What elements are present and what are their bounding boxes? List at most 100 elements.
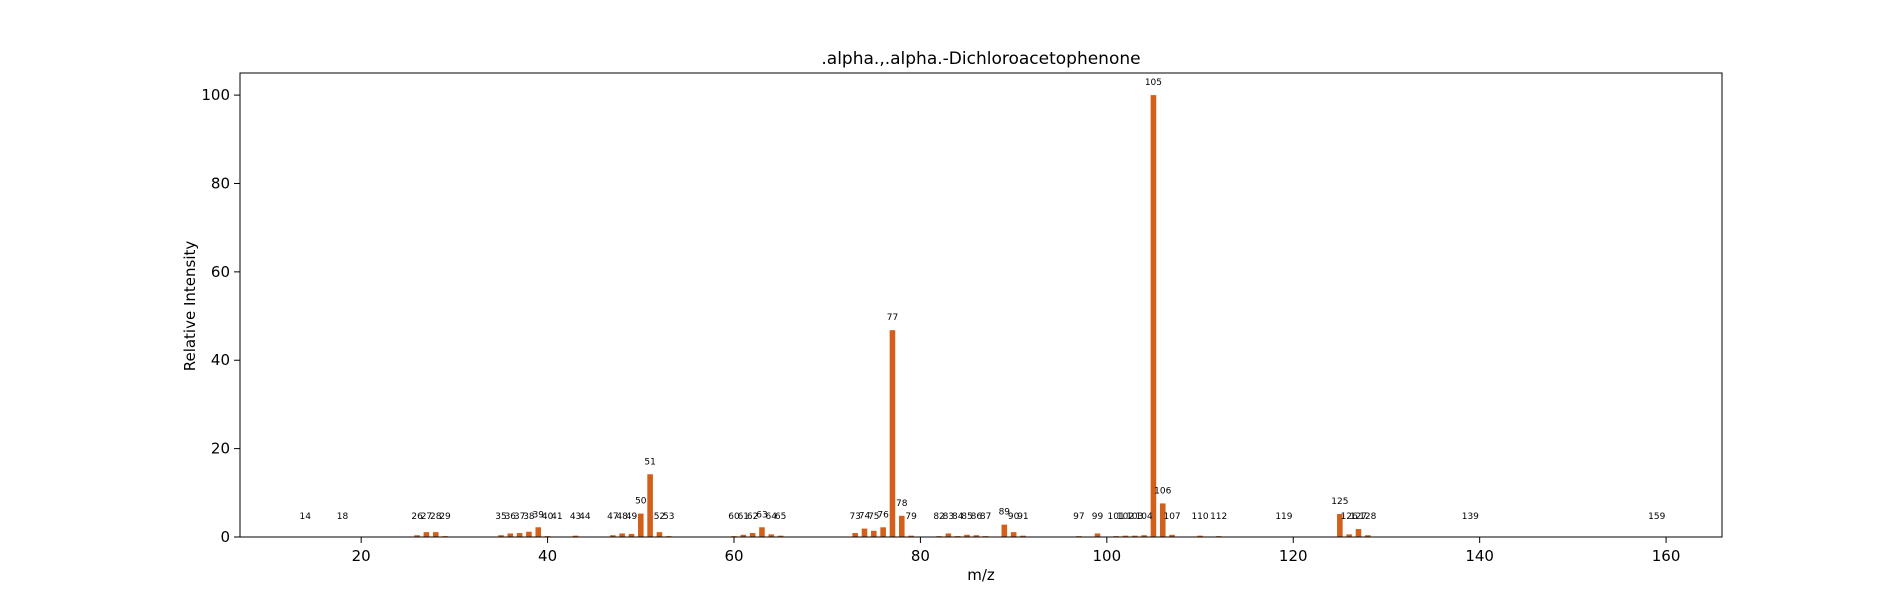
peak-label: 29 <box>439 512 451 522</box>
x-tick-label: 40 <box>538 547 557 565</box>
peak-bar <box>1159 503 1166 537</box>
peak-bar <box>889 330 896 537</box>
peak-label: 79 <box>905 512 917 522</box>
peak-label: 82 <box>933 512 944 522</box>
peak-label: 18 <box>337 512 349 522</box>
peak-bar <box>507 533 514 537</box>
peak-label: 125 <box>1331 497 1348 507</box>
peak-bar <box>1094 533 1101 537</box>
peak-bar <box>898 515 905 537</box>
peak-bar <box>432 532 439 537</box>
peak-label: 38 <box>523 512 535 522</box>
peak-bar <box>1122 535 1129 537</box>
peak-bar <box>861 528 868 537</box>
peak-label: 75 <box>868 512 879 522</box>
x-tick-label: 80 <box>911 547 930 565</box>
peak-label: 49 <box>626 512 638 522</box>
peak-label: 36 <box>505 512 517 522</box>
chart-title: .alpha.,.alpha.-Dichloroacetophenone <box>821 49 1140 69</box>
peak-label: 105 <box>1145 78 1162 88</box>
peak-label: 110 <box>1191 512 1208 522</box>
peak-label: 14 <box>300 512 312 522</box>
peak-label: 78 <box>896 499 908 509</box>
peak-label: 119 <box>1275 512 1292 522</box>
peak-label: 35 <box>495 512 506 522</box>
peak-label: 44 <box>579 512 591 522</box>
peak-label: 107 <box>1163 512 1180 522</box>
peak-bar <box>628 533 635 537</box>
peak-label: 61 <box>738 512 749 522</box>
peak-bar <box>498 535 504 537</box>
peak-bar <box>1365 535 1371 537</box>
peak-bar <box>535 527 542 537</box>
peak-bar <box>1141 535 1147 537</box>
peak-bar <box>908 535 914 537</box>
y-axis: 0 20 40 60 80 100 <box>201 86 240 546</box>
peak-label: 101 <box>1108 512 1125 522</box>
peak-label: 77 <box>887 313 898 323</box>
peak-label: 63 <box>756 510 767 520</box>
x-tick-label: 60 <box>724 547 743 565</box>
peak-label: 85 <box>961 512 972 522</box>
peak-label: 43 <box>570 512 581 522</box>
y-tick-label: 20 <box>211 440 230 458</box>
peak-label: 52 <box>654 512 665 522</box>
peak-label: 84 <box>952 512 964 522</box>
peak-label: 64 <box>766 512 778 522</box>
x-axis-title: m/z <box>967 566 995 584</box>
peak-bar <box>1010 532 1017 537</box>
peak-bar <box>610 535 616 537</box>
peak-bar <box>1020 535 1026 537</box>
peak-label: 51 <box>644 457 655 467</box>
peak-label: 104 <box>1136 512 1153 522</box>
peak-bar <box>619 533 625 537</box>
peak-label: 48 <box>616 512 628 522</box>
peak-label: 112 <box>1210 512 1227 522</box>
y-tick-label: 40 <box>211 351 230 369</box>
peak-bar <box>749 533 756 537</box>
peak-label: 102 <box>1117 512 1134 522</box>
x-tick-label: 100 <box>1093 547 1122 565</box>
peak-bar <box>526 531 532 537</box>
peak-label: 97 <box>1073 512 1084 522</box>
peak-label: 41 <box>551 512 562 522</box>
peak-label: 65 <box>775 512 786 522</box>
x-tick-label: 20 <box>352 547 371 565</box>
peak-label: 40 <box>542 512 554 522</box>
peak-label: 128 <box>1359 512 1376 522</box>
y-tick-label: 80 <box>211 174 230 192</box>
peak-label: 27 <box>421 512 432 522</box>
peak-label: 90 <box>1008 512 1020 522</box>
peak-bar <box>638 513 644 537</box>
peak-bar <box>1197 535 1203 537</box>
peak-bar <box>871 530 877 537</box>
peak-bar <box>964 534 970 537</box>
x-tick-label: 120 <box>1279 547 1308 565</box>
peak-label: 159 <box>1648 512 1665 522</box>
peak-bar <box>516 533 523 537</box>
peak-label: 139 <box>1462 512 1479 522</box>
y-tick-label: 100 <box>201 86 230 104</box>
peak-bar <box>945 533 952 537</box>
peak-label: 74 <box>859 512 871 522</box>
peak-label: 28 <box>430 512 442 522</box>
peak-bar <box>973 535 980 537</box>
peak-label: 37 <box>514 512 525 522</box>
peak-label: 50 <box>635 497 647 507</box>
peak-bar <box>414 535 420 537</box>
peak-label: 99 <box>1092 512 1104 522</box>
peak-label: 103 <box>1126 512 1143 522</box>
peak-bar <box>880 527 886 537</box>
peak-bar <box>1132 535 1138 537</box>
peak-label: 89 <box>999 508 1011 518</box>
bars-layer <box>302 95 1660 537</box>
peak-bar <box>1337 514 1343 537</box>
peak-label: 127 <box>1350 512 1367 522</box>
peak-label: 91 <box>1017 512 1028 522</box>
peak-bar <box>759 527 765 537</box>
peak-bar <box>647 474 653 537</box>
peak-label: 73 <box>849 512 860 522</box>
peak-label: 86 <box>971 512 983 522</box>
